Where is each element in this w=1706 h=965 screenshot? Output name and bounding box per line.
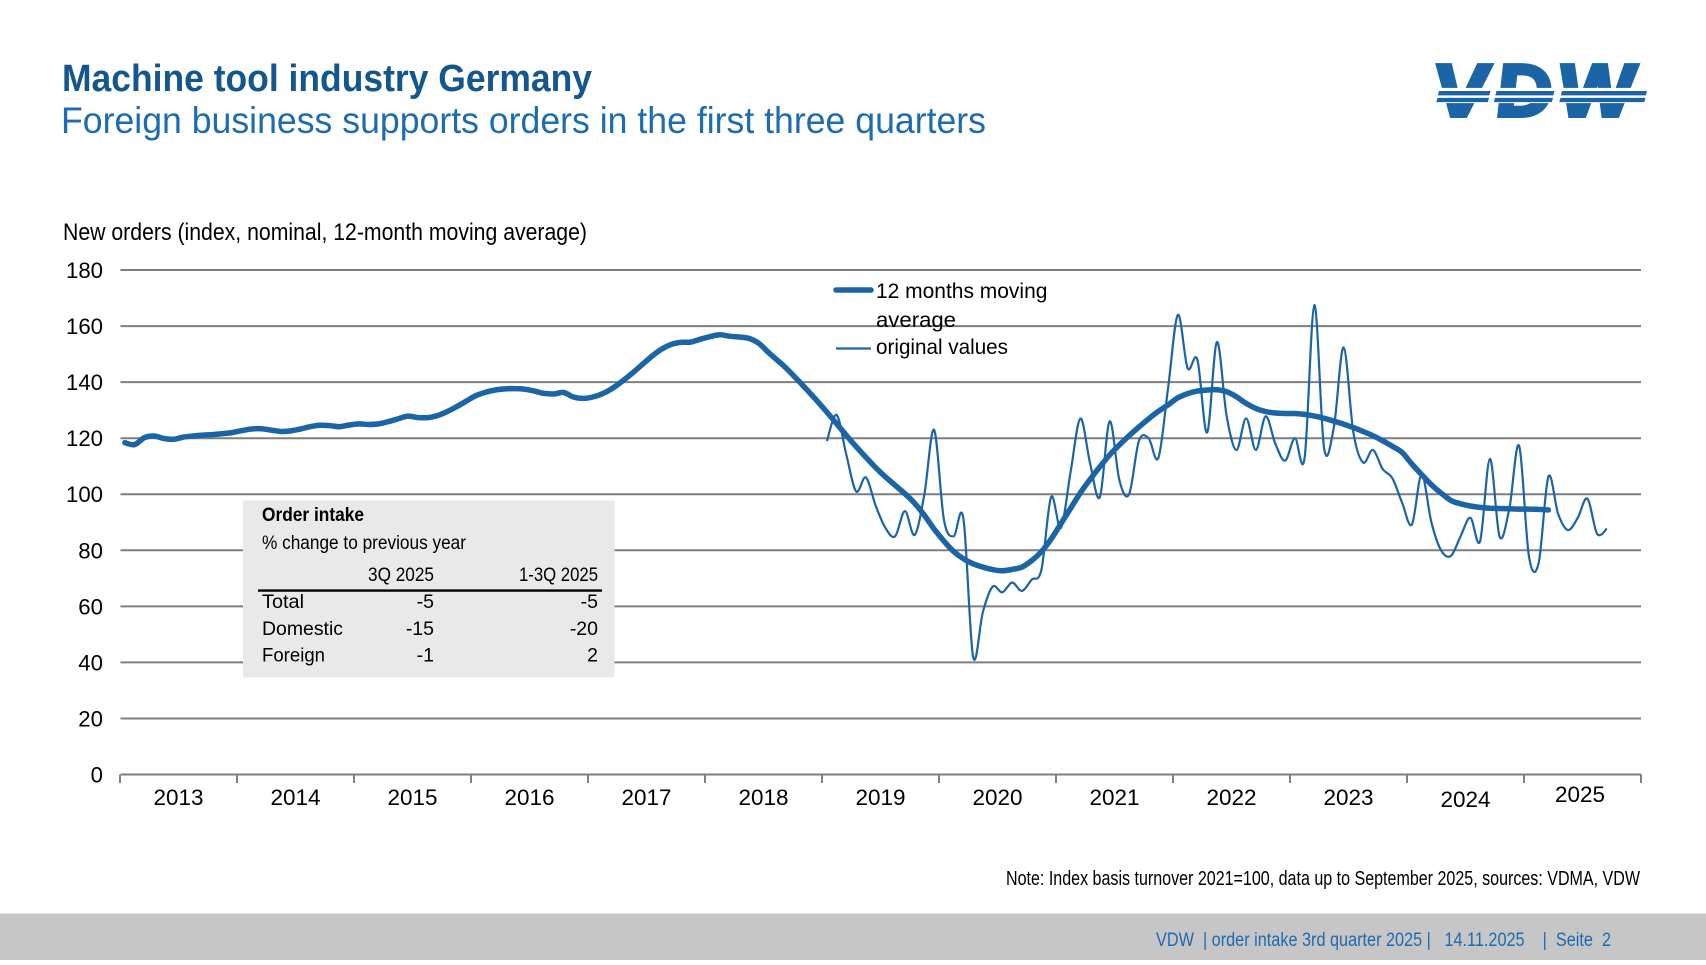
svg-text:2023: 2023 xyxy=(1324,785,1374,810)
svg-text:2025: 2025 xyxy=(1555,782,1605,807)
svg-text:-1: -1 xyxy=(417,645,434,667)
svg-text:VDW | order intake 3rd quarte: VDW | order intake 3rd quarter 2025 | 14… xyxy=(1156,930,1611,951)
svg-text:2024: 2024 xyxy=(1441,787,1491,812)
svg-text:3Q 2025: 3Q 2025 xyxy=(368,564,434,586)
svg-text:-20: -20 xyxy=(570,618,598,640)
svg-text:2018: 2018 xyxy=(739,785,789,810)
svg-text:180: 180 xyxy=(66,258,103,283)
svg-text:2020: 2020 xyxy=(973,785,1023,810)
svg-text:160: 160 xyxy=(66,314,103,339)
svg-text:2016: 2016 xyxy=(505,785,555,810)
svg-text:2019: 2019 xyxy=(856,785,906,810)
svg-text:20: 20 xyxy=(78,707,103,732)
svg-text:Foreign business supports orde: Foreign business supports orders in the … xyxy=(61,100,986,141)
svg-text:Total: Total xyxy=(262,591,304,613)
svg-text:80: 80 xyxy=(78,538,103,563)
svg-text:2013: 2013 xyxy=(154,785,204,810)
svg-text:2022: 2022 xyxy=(1207,785,1257,810)
svg-text:2017: 2017 xyxy=(622,785,672,810)
svg-text:New orders (index, nominal, 12: New orders (index, nominal, 12-month mov… xyxy=(63,219,587,246)
svg-text:12 months moving: 12 months moving xyxy=(876,280,1047,303)
svg-text:-5: -5 xyxy=(581,591,598,613)
svg-text:40: 40 xyxy=(78,650,103,675)
svg-text:2: 2 xyxy=(587,645,598,667)
svg-text:Domestic: Domestic xyxy=(262,618,343,640)
svg-text:Machine tool industry Germany: Machine tool industry Germany xyxy=(62,58,592,100)
svg-text:1-3Q 2025: 1-3Q 2025 xyxy=(519,564,598,586)
svg-text:original values: original values xyxy=(876,336,1008,359)
svg-text:2021: 2021 xyxy=(1090,785,1140,810)
svg-text:120: 120 xyxy=(66,426,103,451)
svg-text:100: 100 xyxy=(66,482,103,507)
svg-text:average: average xyxy=(876,309,956,332)
svg-text:0: 0 xyxy=(91,763,103,788)
svg-text:2015: 2015 xyxy=(388,785,438,810)
svg-text:2014: 2014 xyxy=(271,785,321,810)
svg-text:% change to previous year: % change to previous year xyxy=(262,532,466,554)
svg-text:Order intake: Order intake xyxy=(262,504,364,526)
svg-text:-15: -15 xyxy=(406,618,434,640)
svg-text:60: 60 xyxy=(78,594,103,619)
svg-text:Foreign: Foreign xyxy=(262,645,325,667)
svg-text:Note: Index basis turnover 202: Note: Index basis turnover 2021=100, dat… xyxy=(1006,868,1640,890)
svg-text:-5: -5 xyxy=(417,591,434,613)
svg-text:140: 140 xyxy=(66,370,103,395)
